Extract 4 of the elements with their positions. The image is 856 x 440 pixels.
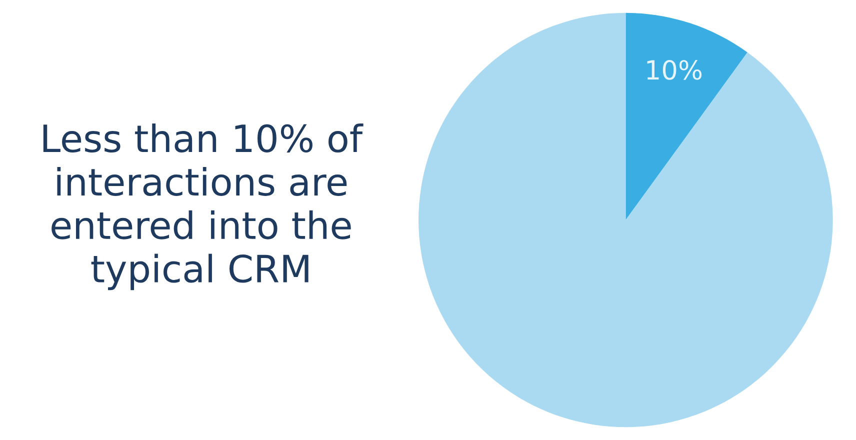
text: Less than 10% of interactions are entered into the typical CRM bbox=[43, 124, 364, 290]
data-label: 10% bbox=[647, 60, 702, 80]
pie-slice bbox=[418, 12, 833, 428]
pie-slice bbox=[626, 12, 748, 220]
